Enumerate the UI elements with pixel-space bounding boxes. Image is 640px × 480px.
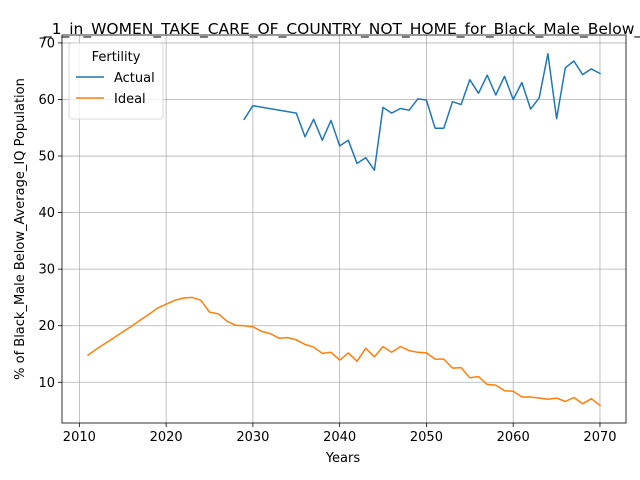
- ticks-layer: 2010 2020 2030 2040 2050 2060 2070102030405060…: [38, 36, 616, 445]
- y-tick-label: 70: [38, 36, 55, 51]
- series-line-ideal: [86, 296, 602, 407]
- x-tick-label: 2070: [583, 430, 616, 445]
- y-tick-label: 50: [38, 150, 55, 165]
- y-tick-label: 40: [38, 206, 55, 221]
- series-line-actual: [243, 52, 602, 171]
- legend-label-ideal: Ideal: [114, 92, 146, 107]
- series-layer: [86, 52, 602, 407]
- y-axis-label: % of Black_Male Below_Average_IQ Populat…: [13, 78, 28, 380]
- chart-title: _1_in_WOMEN_TAKE_CARE_OF_COUNTRY_NOT_HOM…: [43, 20, 640, 39]
- plot-frame: [61, 34, 627, 424]
- y-tick-label: 30: [38, 263, 55, 278]
- y-tick-label: 60: [38, 93, 55, 108]
- x-tick-label: 2040: [323, 430, 356, 445]
- y-tick-label: 20: [38, 319, 55, 334]
- y-tick-label: 10: [38, 376, 55, 391]
- x-tick-label: 2010: [63, 430, 96, 445]
- x-axis-label: Years: [325, 451, 361, 466]
- x-tick-label: 2060: [497, 430, 530, 445]
- grid-layer: [62, 35, 626, 423]
- x-tick-label: 2030: [236, 430, 269, 445]
- x-tick-label: 2050: [410, 430, 443, 445]
- legend-title: Fertility: [92, 50, 141, 65]
- x-tick-label: 2020: [150, 430, 183, 445]
- legend: Fertility Actual Ideal: [68, 42, 164, 120]
- legend-box: [68, 42, 164, 120]
- legend-label-actual: Actual: [114, 71, 155, 86]
